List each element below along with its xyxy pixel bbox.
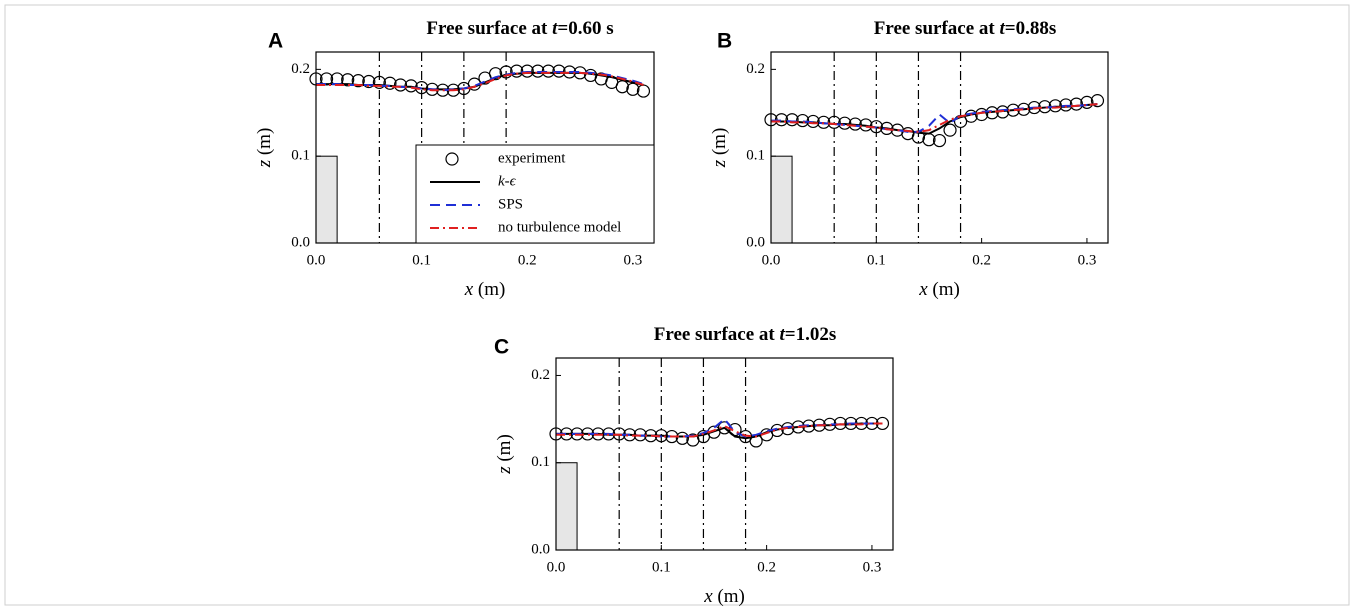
model-line [556, 417, 883, 438]
x-tick-label: 0.3 [863, 559, 882, 575]
y-axis-label-part: z [709, 159, 730, 168]
block [770, 155, 793, 244]
legend-label: no turbulence model [498, 219, 621, 235]
block [315, 155, 338, 244]
experiment-marker [1059, 98, 1073, 112]
experiment-marker [499, 65, 513, 79]
x-tick-label: 0.2 [518, 252, 537, 268]
chart-title-part: t [552, 18, 558, 39]
y-axis-label-part: (m) [254, 128, 275, 160]
y-axis-label: z (m) [494, 434, 515, 475]
experiment-marker [785, 113, 799, 127]
chart-title-part: Free surface at [426, 18, 552, 39]
experiment-marker [943, 123, 957, 137]
panel-label: A [268, 30, 283, 53]
model-line [316, 70, 644, 92]
x-axis-label-part: (m) [928, 279, 960, 300]
x-axis-label-part: x [703, 586, 713, 607]
y-tick-label: 0.0 [291, 234, 310, 250]
x-axis-label-part: (m) [473, 279, 505, 300]
legend-marker [445, 152, 459, 166]
x-axis-label-part: (m) [713, 586, 745, 607]
axes-box [770, 51, 1109, 244]
y-tick-label: 0.2 [746, 61, 765, 77]
panel-label: C [494, 336, 509, 359]
chart-title: Free surface at t=0.88s [874, 18, 1057, 39]
experiment-marker [827, 115, 841, 129]
block [555, 462, 578, 551]
experiment-marker [510, 64, 524, 78]
y-tick-label: 0.2 [291, 61, 310, 77]
x-tick-label: 0.3 [624, 252, 643, 268]
frame [4, 4, 1350, 606]
experiment-marker [1080, 95, 1094, 109]
chart-title: Free surface at t=0.60 s [426, 18, 613, 39]
y-axis-label: z (m) [254, 128, 275, 169]
x-tick-label: 0.0 [762, 252, 781, 268]
chart-title-part: Free surface at [874, 18, 1000, 39]
x-tick-label: 0.0 [547, 559, 566, 575]
x-tick-label: 0.0 [307, 252, 326, 268]
legend-label: SPS [498, 196, 523, 212]
x-axis-label: x (m) [703, 586, 745, 607]
experiment-marker [351, 74, 365, 88]
axes-box [555, 357, 894, 551]
chart-title-part: t [999, 18, 1005, 39]
y-axis-label-part: z [254, 159, 275, 168]
chart-title-part: =1.02s [785, 324, 836, 345]
chart-title-part: t [779, 324, 785, 345]
experiment-marker [636, 84, 651, 98]
experiment-marker [341, 73, 355, 87]
legend-label: k-ϵ [498, 173, 517, 189]
x-axis-label-part: x [464, 279, 474, 300]
x-axis-label: x (m) [464, 279, 506, 300]
experiment-marker [393, 78, 408, 92]
y-tick-label: 0.0 [531, 541, 550, 557]
chart-title-part: =0.60 s [557, 18, 613, 39]
y-axis-label-part: z [494, 466, 515, 475]
y-tick-label: 0.1 [746, 148, 765, 164]
x-tick-label: 0.1 [867, 252, 886, 268]
x-axis-label: x (m) [918, 279, 960, 300]
experiment-marker [520, 64, 534, 78]
experiment-marker [488, 67, 503, 81]
experiment-marker [552, 64, 566, 78]
panel-label: B [717, 30, 732, 53]
legend-box [415, 144, 655, 244]
experiment-marker [383, 76, 397, 90]
legend-label: experiment [498, 150, 566, 166]
x-tick-label: 0.2 [757, 559, 776, 575]
x-axis-label-part: x [918, 279, 928, 300]
x-tick-label: 0.3 [1078, 252, 1097, 268]
experiment-marker [932, 133, 947, 148]
y-axis-label-part: (m) [709, 128, 730, 160]
experiment-marker [372, 75, 386, 89]
x-tick-label: 0.2 [972, 252, 991, 268]
y-tick-label: 0.1 [291, 148, 310, 164]
y-axis-label: z (m) [709, 128, 730, 169]
chart-title-part: Free surface at [654, 324, 780, 345]
y-tick-label: 0.0 [746, 234, 765, 250]
chart-title: Free surface at t=1.02s [654, 324, 837, 345]
y-tick-label: 0.1 [531, 454, 550, 470]
experiment-marker [1090, 94, 1105, 108]
model-line [771, 103, 1098, 133]
y-tick-label: 0.2 [531, 367, 550, 383]
chart-title-part: =0.88s [1005, 18, 1056, 39]
experiment-marker [362, 74, 376, 89]
x-tick-label: 0.1 [412, 252, 431, 268]
experiment-marker [675, 431, 689, 445]
x-tick-label: 0.1 [652, 559, 671, 575]
y-axis-label-part: (m) [494, 434, 515, 466]
experiment-marker [1069, 97, 1084, 111]
